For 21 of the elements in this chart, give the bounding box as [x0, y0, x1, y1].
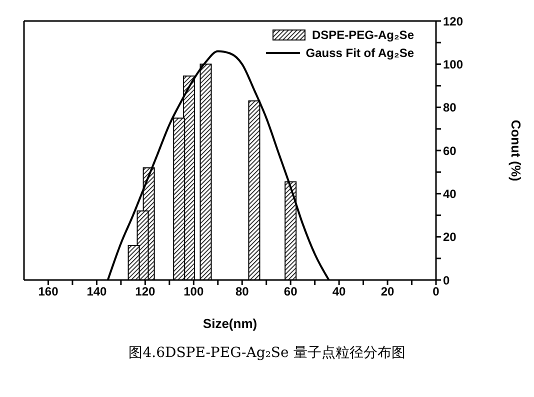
- y-tick-label: 60: [443, 144, 457, 158]
- y-tick-label: 100: [443, 57, 464, 72]
- x-tick-label: 160: [38, 284, 59, 299]
- y-tick-label: 120: [443, 14, 464, 28]
- legend-label: DSPE-PEG-Ag₂Se: [312, 27, 414, 44]
- x-tick-label: 140: [86, 284, 108, 299]
- y-tick-label: 80: [443, 100, 457, 115]
- x-tick-label: 0: [432, 284, 440, 299]
- x-tick-label: 120: [135, 284, 156, 299]
- legend-label: Gauss Fit of Ag₂Se: [306, 45, 414, 62]
- y-tick-label: 40: [443, 186, 457, 201]
- y-tick-label: 0: [443, 273, 450, 288]
- x-axis-title: Size(nm): [202, 316, 258, 331]
- x-tick-label: 100: [184, 284, 204, 299]
- y-axis-title: Conut (%): [508, 120, 524, 182]
- caption: 图4.6DSPE-PEG-Ag₂Se 量子点粒径分布图: [128, 344, 406, 362]
- y-tick-label: 20: [443, 230, 457, 244]
- x-tick-label: 60: [284, 284, 298, 299]
- x-tick-label: 20: [380, 284, 395, 299]
- x-tick-label: 40: [332, 284, 346, 299]
- x-tick-label: 80: [235, 284, 250, 299]
